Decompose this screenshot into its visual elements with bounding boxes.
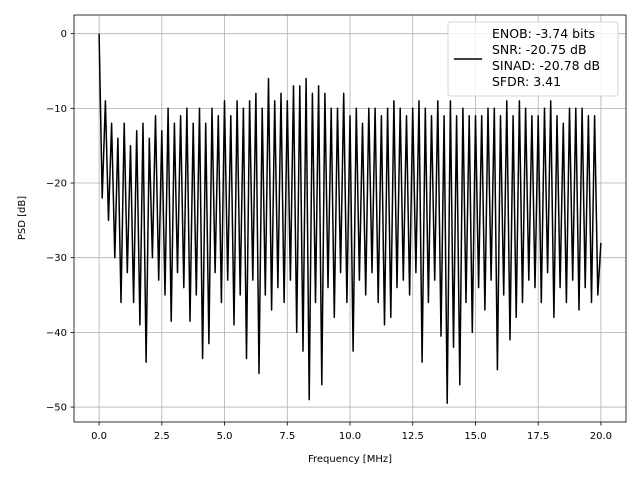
- legend: ENOB: -3.74 bits SNR: -20.75 dB SINAD: -…: [447, 21, 619, 97]
- series-layer: [98, 33, 602, 405]
- x-ticks: 0.0 2.5 5.0 7.5 10.0 12.5 15.0 17.5 20.0: [91, 422, 612, 442]
- x-tick-label: 2.5: [154, 431, 170, 442]
- y-axis-label: PSD [dB]: [17, 196, 28, 240]
- x-tick-label: 20.0: [590, 431, 612, 442]
- x-axis-label: Frequency [MHz]: [308, 454, 392, 465]
- legend-line-snr: SNR: -20.75 dB: [492, 42, 587, 57]
- y-tick-label: −20: [46, 179, 67, 190]
- legend-line-sfdr: SFDR: 3.41: [492, 74, 561, 89]
- x-tick-label: 5.0: [217, 431, 233, 442]
- x-tick-label: 7.5: [279, 431, 295, 442]
- y-ticks: 0 −10 −20 −30 −40 −50: [46, 29, 74, 414]
- x-tick-label: 12.5: [402, 431, 424, 442]
- legend-line-sinad: SINAD: -20.78 dB: [492, 58, 600, 73]
- y-tick-label: 0: [61, 29, 67, 40]
- legend-box: [447, 21, 619, 97]
- legend-line-enob: ENOB: -3.74 bits: [492, 26, 595, 41]
- x-tick-label: 0.0: [91, 431, 107, 442]
- psd-series-line: [98, 33, 602, 405]
- y-tick-label: −30: [46, 253, 67, 264]
- x-tick-label: 15.0: [464, 431, 486, 442]
- y-tick-label: −40: [46, 328, 67, 339]
- x-tick-label: 10.0: [339, 431, 361, 442]
- y-tick-label: −10: [46, 104, 67, 115]
- y-tick-label: −50: [46, 403, 67, 414]
- x-tick-label: 17.5: [527, 431, 549, 442]
